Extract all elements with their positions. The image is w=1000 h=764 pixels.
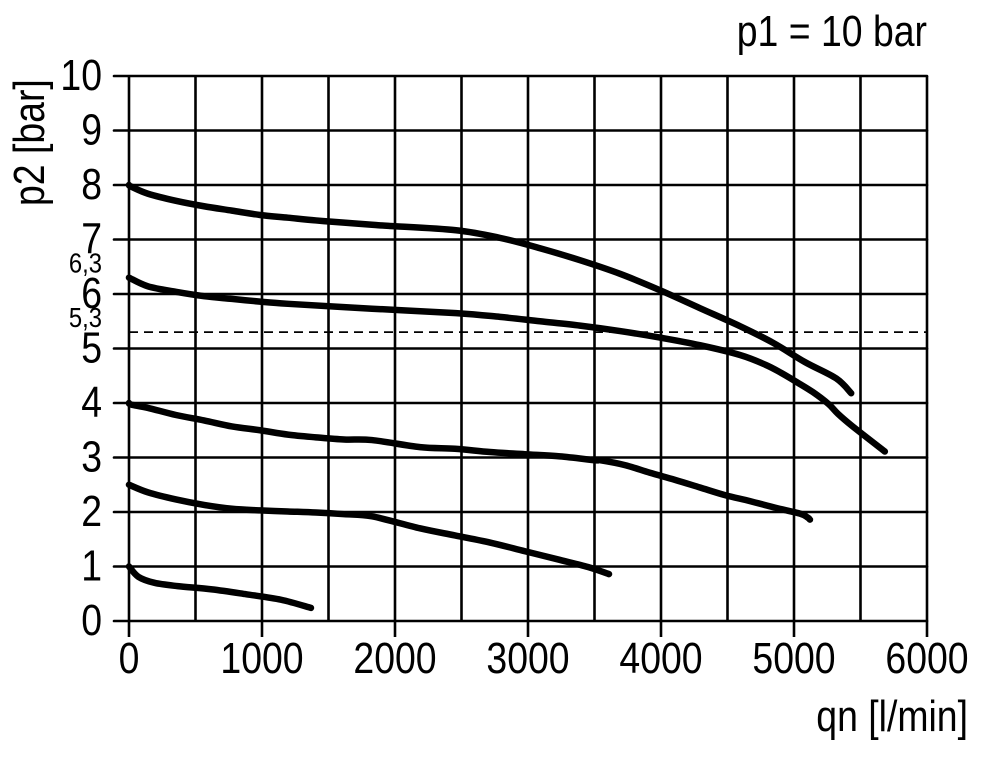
svg-text:9: 9 [81,105,102,155]
svg-text:qn [l/min]: qn [l/min] [816,691,968,741]
svg-text:0: 0 [119,633,140,683]
svg-text:10: 10 [60,50,102,100]
svg-text:6000: 6000 [885,633,968,683]
svg-text:6,3: 6,3 [69,247,102,279]
svg-text:3000: 3000 [486,633,569,683]
svg-text:5000: 5000 [752,633,835,683]
svg-text:2: 2 [81,486,102,536]
svg-text:4000: 4000 [619,633,702,683]
svg-text:1000: 1000 [220,633,303,683]
svg-text:p2 [bar]: p2 [bar] [4,79,54,206]
svg-text:3: 3 [81,432,102,482]
svg-text:5,3: 5,3 [69,301,102,333]
svg-text:4: 4 [81,377,102,427]
svg-text:2000: 2000 [353,633,436,683]
svg-text:1: 1 [81,541,102,591]
svg-text:p1 = 10 bar: p1 = 10 bar [737,6,927,56]
svg-text:8: 8 [81,159,102,209]
svg-text:0: 0 [81,595,102,645]
